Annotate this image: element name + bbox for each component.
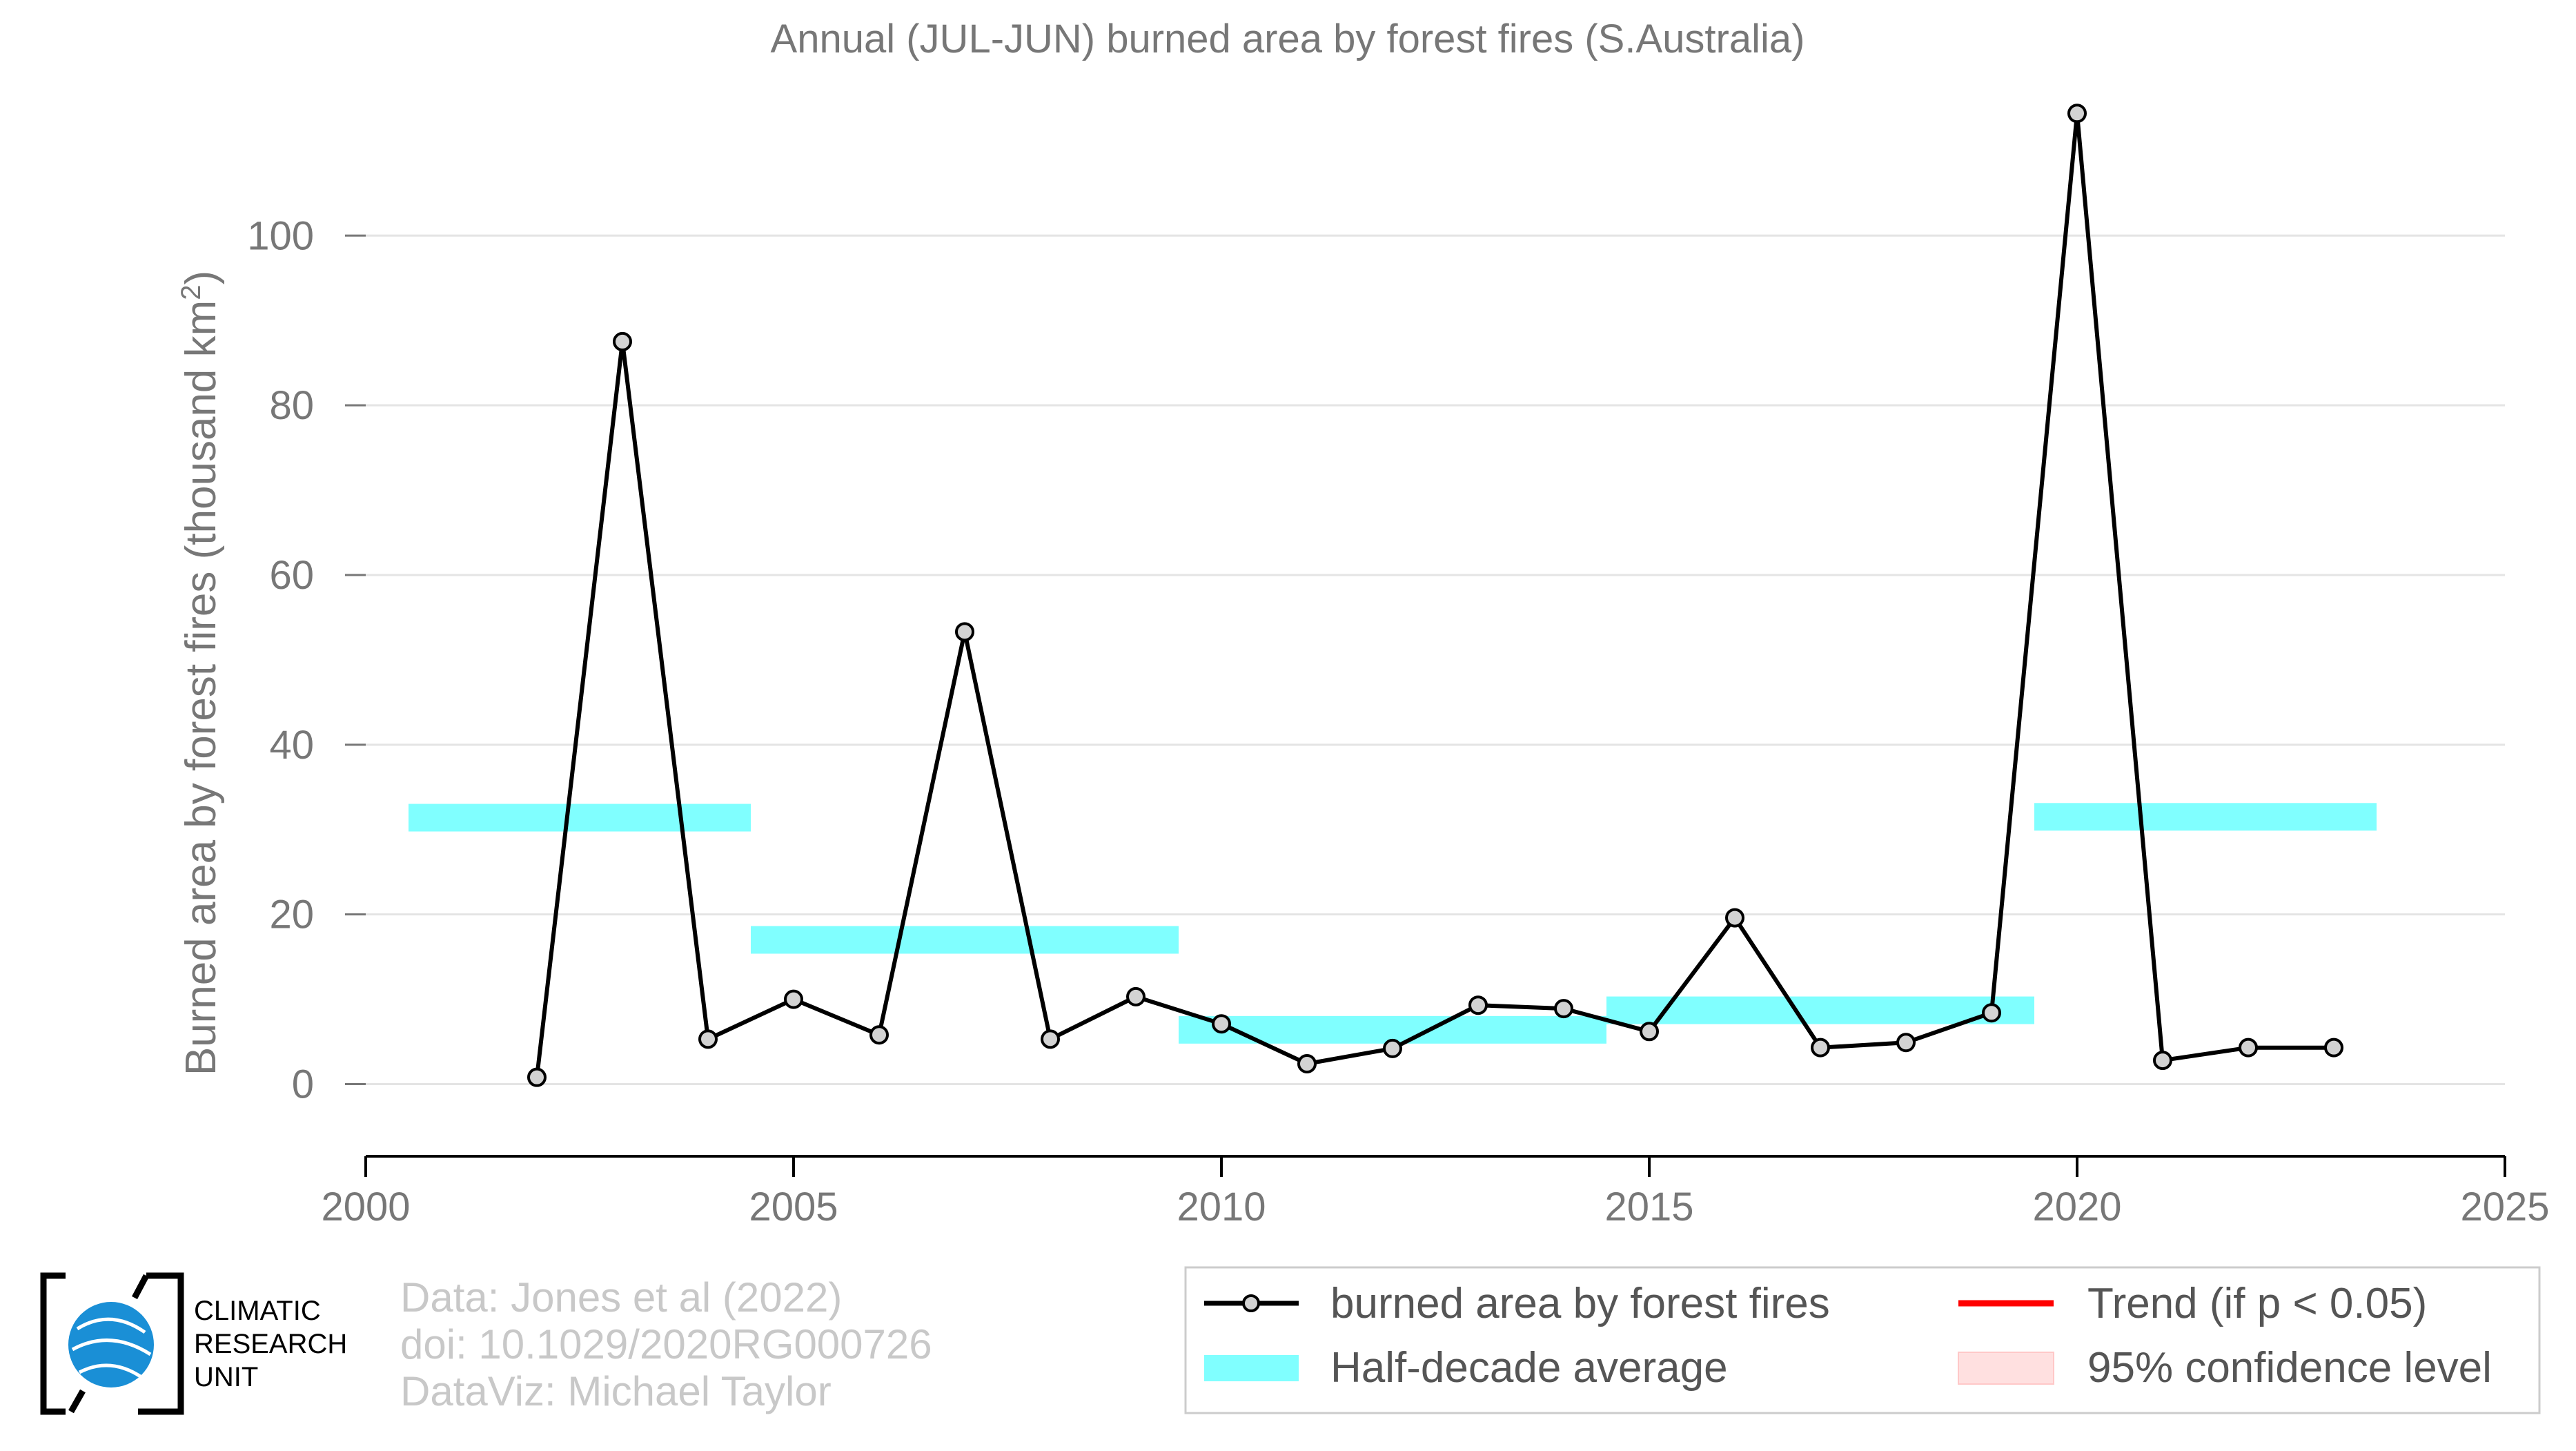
y-tick-label-100: 100 <box>247 213 314 258</box>
legend-average-label: Half-decade average <box>1330 1344 1728 1392</box>
y-axis-label-close: ) <box>177 271 225 285</box>
data-point-2012 <box>1383 1038 1402 1058</box>
cru-logo: CLIMATIC RESEARCH UNIT <box>40 1272 347 1415</box>
data-point-2004 <box>698 1029 718 1049</box>
x-axis: 2000 2005 2010 2015 2020 2025 <box>321 1155 2550 1229</box>
half-decade-average-bar-1 <box>751 926 1179 954</box>
y-axis-label: Burned area by forest fires (thousand km… <box>176 271 225 1075</box>
data-point-2022 <box>2239 1038 2258 1058</box>
y-axis-ticks: 0 20 40 60 80 100 <box>247 213 366 1107</box>
x-tick-label-2025: 2025 <box>2460 1185 2549 1229</box>
legend-series-marker <box>1242 1294 1260 1312</box>
logo-slash <box>68 1274 149 1414</box>
series-line <box>535 113 2334 1078</box>
credit-data: Data: Jones et al (2022) <box>400 1274 842 1321</box>
legend-trend-label: Trend (if p < 0.05) <box>2087 1280 2427 1327</box>
y-tick-label-20: 20 <box>269 893 314 937</box>
y-axis-label-superscript: 2 <box>176 284 206 300</box>
y-tick-label-80: 80 <box>269 383 314 428</box>
half-decade-average-bar-4 <box>2034 803 2377 831</box>
data-point-2011 <box>1297 1054 1317 1074</box>
logo-line-1: CLIMATIC <box>194 1296 321 1326</box>
data-point-2009 <box>1126 986 1146 1006</box>
data-point-2013 <box>1468 995 1488 1015</box>
x-tick-label-2015: 2015 <box>1604 1185 1693 1229</box>
x-tick-label-2000: 2000 <box>321 1185 410 1229</box>
data-point-2021 <box>2153 1051 2172 1071</box>
legend-confidence-label: 95% confidence level <box>2087 1344 2492 1392</box>
data-point-2020 <box>2067 104 2087 124</box>
data-point-2007 <box>955 622 974 642</box>
data-point-2002 <box>527 1067 547 1087</box>
data-point-2010 <box>1212 1014 1231 1034</box>
x-tick-label-2010: 2010 <box>1177 1185 1266 1229</box>
data-point-2023 <box>2324 1038 2343 1058</box>
grid <box>366 234 2505 1086</box>
data-point-2008 <box>1041 1029 1060 1049</box>
legend-box <box>1184 1266 2541 1414</box>
data-point-2006 <box>869 1025 889 1045</box>
y-tick-label-0: 0 <box>292 1062 314 1107</box>
logo-frame-right <box>138 1272 184 1415</box>
half-decade-average-bar-0 <box>409 804 751 832</box>
logo-line-2: RESEARCH <box>194 1329 347 1359</box>
legend-series-label: burned area by forest fires <box>1330 1280 1830 1327</box>
data-point-2005 <box>784 989 803 1009</box>
y-tick-label-40: 40 <box>269 723 314 768</box>
data-points <box>527 104 2343 1087</box>
chart-title: Annual (JUL-JUN) burned area by forest f… <box>771 17 1805 61</box>
data-point-2014 <box>1554 999 1573 1019</box>
legend-confidence-swatch <box>1958 1352 2054 1385</box>
globe-swirl-icon <box>71 1317 152 1379</box>
data-point-2015 <box>1640 1022 1659 1042</box>
legend-average-swatch <box>1204 1355 1299 1381</box>
data-point-2019 <box>1982 1003 2001 1023</box>
logo-frame-left <box>40 1272 66 1415</box>
y-axis-label-text: Burned area by forest fires (thousand km <box>177 300 225 1075</box>
logo-line-3: UNIT <box>194 1362 258 1392</box>
data-point-2018 <box>1896 1033 1916 1053</box>
legend: burned area by forest fires Half-decade … <box>1184 1266 2541 1414</box>
credit-dataviz: DataViz: Michael Taylor <box>400 1368 832 1414</box>
credit-doi: doi: 10.1029/2020RG000726 <box>400 1321 932 1367</box>
half-decade-average-bar-3 <box>1606 996 2034 1024</box>
x-tick-label-2020: 2020 <box>2032 1185 2121 1229</box>
data-point-2017 <box>1811 1038 1830 1058</box>
data-point-2003 <box>613 331 632 351</box>
x-tick-label-2005: 2005 <box>749 1185 838 1229</box>
data-point-2016 <box>1725 908 1744 928</box>
y-tick-label-60: 60 <box>269 553 314 598</box>
